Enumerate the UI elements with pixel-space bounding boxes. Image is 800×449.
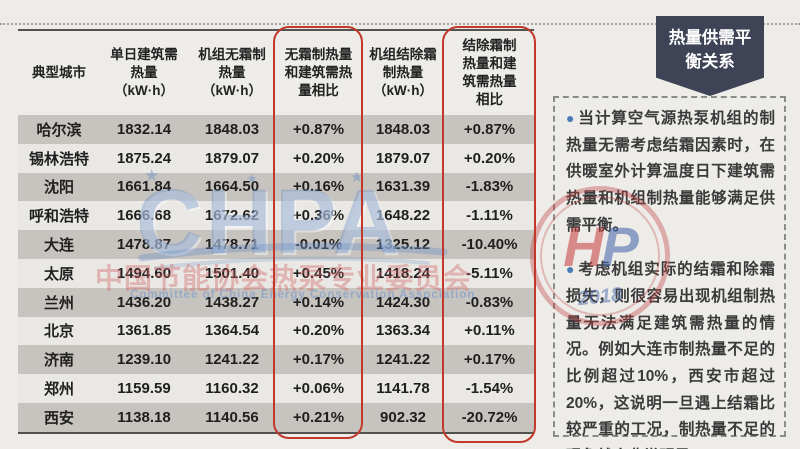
ratio_defrost-cell: -5.11%	[466, 264, 513, 282]
ratio_defrost-cell: -1.54%	[465, 380, 514, 398]
header-ratio_frost_free: 无霜制热量 和建筑需热 量相比	[284, 46, 353, 99]
demand-cell: 1138.18	[117, 408, 171, 426]
demand-cell: 1159.59	[117, 380, 171, 398]
demand-cell: 1436.20	[116, 293, 172, 311]
demand-cell: 1832.14	[116, 120, 172, 138]
ratio_defrost-cell: +0.11%	[464, 322, 515, 340]
table-row: 锡林浩特 1875.24 1879.07 +0.20% 1879.07 +0.20%	[18, 143, 534, 173]
section-title: 热量供需平衡关系	[668, 29, 752, 71]
header-frost_free: 机组无霜制 热量 （kW·h）	[198, 46, 266, 99]
ratio_defrost-cell: -1.11%	[466, 207, 513, 225]
ratio_defrost-cell: +0.20%	[463, 149, 516, 167]
demand-cell: 1361.85	[116, 322, 172, 340]
city-cell: 沈阳	[43, 179, 74, 197]
ratio_frost_free-cell: +0.14%	[292, 293, 345, 311]
table-row: 大连 1478.87 1478.71 -0.01% 1325.12 -10.40%	[18, 230, 534, 259]
header-demand: 单日建筑需 热量 （kW·h）	[110, 46, 178, 99]
frost_free-cell: 1140.56	[205, 408, 259, 426]
ratio_frost_free-cell: +0.20%	[292, 322, 345, 340]
table-row: 西安 1138.18 1140.56 +0.21% 902.32 -20.72%	[18, 402, 534, 432]
ratio_frost_free-cell: +0.16%	[292, 178, 345, 196]
table-row: 北京 1361.85 1364.54 +0.20% 1363.34 +0.11%	[18, 316, 534, 346]
frost_free-cell: 1501.40	[204, 264, 260, 282]
ratio_defrost-cell: -10.40%	[461, 236, 518, 254]
defrost-cell: 1848.03	[375, 120, 431, 138]
table-header-row: 典型城市 单日建筑需 热量 （kW·h） 机组无霜制 热量 （kW·h） 无霜制热量 …	[18, 31, 534, 115]
ratio_defrost-cell: +0.87%	[463, 120, 516, 138]
city-cell: 大连	[43, 237, 74, 255]
city-cell: 郑州	[43, 381, 74, 399]
ratio_defrost-cell: +0.17%	[463, 351, 516, 369]
city-cell: 锡林浩特	[28, 150, 89, 168]
ratio_frost_free-cell: +0.06%	[292, 380, 345, 398]
demand-cell: 1494.60	[116, 264, 172, 282]
defrost-cell: 1648.22	[375, 207, 431, 225]
demand-cell: 1239.10	[116, 351, 172, 369]
ratio_defrost-cell: -20.72%	[461, 408, 518, 426]
frost_free-cell: 1438.27	[204, 293, 260, 311]
table-row: 沈阳 1661.84 1664.50 +0.16% 1631.39 -1.83%	[18, 172, 534, 202]
frost_free-cell: 1848.03	[204, 120, 260, 138]
demand-cell: 1875.24	[116, 149, 172, 167]
demand-cell: 1666.68	[116, 207, 172, 225]
defrost-cell: 902.32	[380, 408, 426, 426]
ratio_defrost-cell: -1.83%	[465, 178, 514, 196]
frost_free-cell: 1664.50	[204, 178, 260, 196]
city-cell: 呼和浩特	[28, 208, 89, 226]
demand-cell: 1661.84	[116, 178, 172, 196]
defrost-cell: 1879.07	[375, 149, 431, 167]
ratio_frost_free-cell: +0.87%	[292, 120, 345, 138]
bullet-icon: ●	[566, 261, 576, 278]
header-city: 典型城市	[32, 64, 86, 80]
frost_free-cell: 1364.54	[204, 322, 260, 340]
table-row: 济南 1239.10 1241.22 +0.17% 1241.22 +0.17%	[18, 345, 534, 375]
frost_free-cell: 1160.32	[205, 380, 259, 398]
top-dotted-divider	[0, 23, 800, 25]
frost_free-cell: 1478.71	[204, 236, 260, 254]
city-heat-table: 典型城市 单日建筑需 热量 （kW·h） 机组无霜制 热量 （kW·h） 无霜制热量 …	[18, 29, 534, 434]
defrost-cell: 1141.78	[376, 380, 430, 398]
table-row: 呼和浩特 1666.68 1672.62 +0.36% 1648.22 -1.11%	[18, 201, 534, 231]
city-cell: 太原	[43, 265, 74, 283]
header-ratio_defrost: 结除霜制 热量和建 筑需热量 相比	[462, 37, 517, 108]
defrost-cell: 1325.12	[375, 236, 431, 254]
table-row: 太原 1494.60 1501.40 +0.45% 1418.24 -5.11%	[18, 258, 534, 288]
frost_free-cell: 1241.22	[204, 351, 260, 369]
table-row: 兰州 1436.20 1438.27 +0.14% 1424.30 -0.83%	[18, 287, 534, 317]
defrost-cell: 1418.24	[375, 264, 431, 282]
ratio_frost_free-cell: +0.20%	[292, 149, 345, 167]
city-cell: 兰州	[43, 294, 74, 312]
ratio_defrost-cell: -0.83%	[465, 293, 514, 311]
bullet-text-2: 考虑机组实际的结霜和除霜损失，则很容易出现机组制热量无法满足建筑需热量的情况。例…	[566, 261, 775, 449]
ratio_frost_free-cell: +0.36%	[292, 207, 345, 225]
table-body: 哈尔滨 1832.14 1848.03 +0.87% 1848.03 +0.87% 锡林浩特…	[18, 115, 534, 432]
demand-cell: 1478.87	[116, 236, 172, 254]
ratio_frost_free-cell: +0.21%	[292, 408, 345, 426]
city-cell: 哈尔滨	[36, 121, 82, 139]
bullet-item-2: ● 考虑机组实际的结霜和除霜损失，则很容易出现机组制热量无法满足建筑需热量的情况。…	[566, 257, 775, 449]
ratio_frost_free-cell: -0.01%	[294, 236, 343, 254]
city-cell: 济南	[43, 352, 74, 370]
frost_free-cell: 1879.07	[204, 149, 260, 167]
defrost-cell: 1424.30	[375, 293, 431, 311]
bullet-text-1: 当计算空气源热泵机组的制热量无需考虑结霜因素时，在供暖室外计算温度日下建筑需热量…	[566, 110, 775, 234]
defrost-cell: 1241.22	[375, 351, 431, 369]
defrost-cell: 1363.34	[375, 322, 431, 340]
info-panel: ● 当计算空气源热泵机组的制热量无需考虑结霜因素时，在供暖室外计算温度日下建筑需热…	[553, 96, 786, 449]
table-row: 哈尔滨 1832.14 1848.03 +0.87% 1848.03 +0.87%	[18, 115, 534, 144]
city-cell: 西安	[43, 409, 74, 427]
section-ribbon: 热量供需平衡关系	[656, 16, 764, 96]
city-cell: 北京	[43, 323, 74, 341]
bullet-item-1: ● 当计算空气源热泵机组的制热量无需考虑结霜因素时，在供暖室外计算温度日下建筑需热…	[566, 106, 775, 239]
defrost-cell: 1631.39	[375, 178, 431, 196]
bullet-icon: ●	[566, 110, 576, 126]
ratio_frost_free-cell: +0.45%	[292, 264, 345, 282]
table-row: 郑州 1159.59 1160.32 +0.06% 1141.78 -1.54%	[18, 374, 534, 403]
ratio_frost_free-cell: +0.17%	[292, 351, 345, 369]
header-defrost: 机组结除霜 制热量 （kW·h）	[369, 46, 437, 99]
frost_free-cell: 1672.62	[204, 207, 260, 225]
